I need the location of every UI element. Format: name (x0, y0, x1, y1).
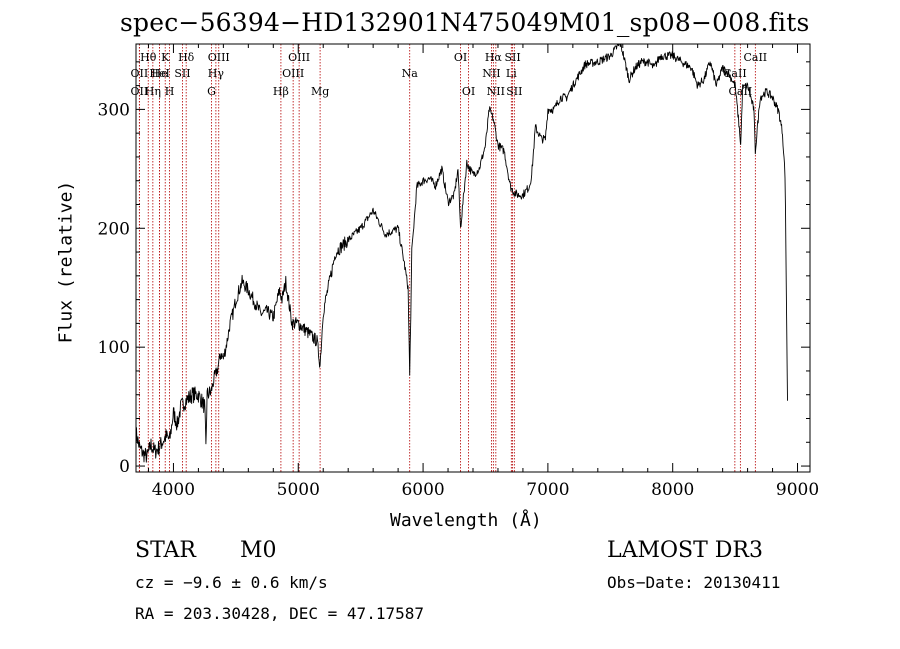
line-marker-label: OIII (288, 51, 310, 64)
line-marker-label: Hδ (178, 51, 195, 64)
axis-ticks: 4000 5000 6000 7000 8000 9000 0 100 200 300 (98, 44, 819, 500)
line-marker-label: CaII (729, 85, 753, 98)
line-marker-label: OIII (208, 51, 230, 64)
line-marker-label: OIII (282, 67, 304, 80)
line-marker-label: Hα (485, 51, 503, 64)
y-tick-label: 300 (98, 100, 130, 120)
line-marker-label: G (207, 85, 216, 98)
line-markers (138, 44, 756, 472)
x-axis-label: Wavelength (Å) (390, 510, 542, 531)
coordinates: RA = 203.30428, DEC = 47.17587 (135, 604, 424, 623)
line-marker-label: Hβ (273, 85, 289, 98)
x-tick-label: 7000 (526, 480, 569, 500)
line-marker-label: CaII (723, 67, 747, 80)
line-marker-label: SII (504, 51, 520, 64)
line-marker-label: Hγ (208, 67, 225, 80)
line-marker-label: OII (131, 67, 149, 80)
plot-border (135, 43, 811, 473)
y-tick-label: 100 (98, 338, 130, 358)
survey-name: LAMOST DR3 (607, 538, 763, 563)
redshift-info: cz = −9.6 ± 0.6 km/s (135, 573, 328, 592)
spectrum-line (135, 43, 788, 463)
spectral-subclass: M0 (240, 538, 277, 563)
line-marker-label: Hθ (140, 51, 157, 64)
line-marker-label: Hη (145, 85, 161, 98)
line-marker-label: OI (454, 51, 467, 64)
plot-frame (135, 43, 811, 473)
x-tick-label: 5000 (277, 480, 320, 500)
line-marker-label: SII (506, 85, 522, 98)
x-tick-label: 8000 (651, 480, 694, 500)
x-tick-label: 4000 (152, 480, 195, 500)
line-marker-label: HeI (149, 67, 169, 80)
line-marker-label: He (152, 67, 168, 80)
line-marker-label: NII (482, 67, 500, 80)
line-marker-label: OII (131, 85, 149, 98)
y-tick-label: 0 (119, 457, 130, 477)
line-marker-label: SII (174, 67, 190, 80)
x-tick-label: 9000 (776, 480, 819, 500)
line-marker-label: K (161, 51, 170, 64)
object-type: STAR (135, 538, 196, 563)
series-group (135, 43, 788, 463)
observation-date: Obs−Date: 20130411 (607, 573, 781, 592)
line-marker-label: NII (487, 85, 505, 98)
line-marker-label: OI (462, 85, 475, 98)
line-marker-label: Mg (311, 85, 329, 98)
line-marker-label: Li (506, 67, 517, 80)
line-marker-label: CaII (743, 51, 767, 64)
line-marker-label: Na (402, 67, 419, 80)
chart-title: spec−56394−HD132901N475049M01_sp08−008.f… (120, 8, 810, 37)
y-tick-label: 200 (98, 219, 130, 239)
line-marker-label: H (165, 85, 175, 98)
x-tick-label: 6000 (401, 480, 444, 500)
